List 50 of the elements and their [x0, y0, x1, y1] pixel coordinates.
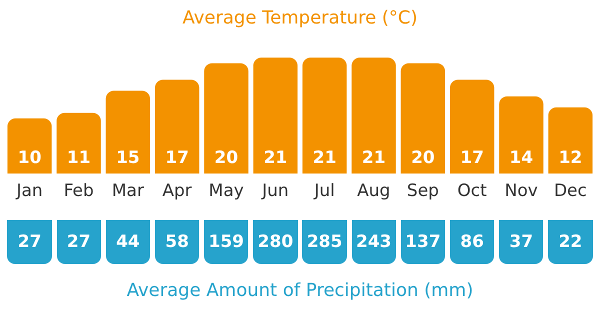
x-tick-label: Dec — [554, 181, 587, 202]
data-label: 285 — [302, 220, 347, 264]
data-label: 21 — [362, 148, 386, 168]
x-tick-label: Jul — [313, 181, 335, 202]
data-label: 17 — [460, 148, 484, 168]
data-label: 22 — [548, 220, 593, 264]
data-label: 37 — [499, 220, 544, 264]
bar — [548, 107, 593, 174]
bar — [204, 63, 248, 174]
data-label: 280 — [253, 220, 298, 264]
text: Average Amount of Precipitation (mm) — [126, 280, 474, 301]
bar — [253, 58, 298, 174]
data-label: 20 — [214, 148, 238, 168]
data-label: 21 — [264, 148, 288, 168]
data-label: 44 — [106, 220, 150, 264]
x-tick-label: Nov — [504, 181, 538, 202]
bar — [400, 63, 446, 174]
data-label: 243 — [352, 220, 396, 264]
x-tick-label: May — [208, 181, 244, 202]
x-tick-label: Jun — [261, 181, 289, 202]
bar — [106, 90, 150, 174]
bar — [56, 112, 101, 174]
x-tick-label: Mar — [112, 181, 144, 202]
x-tick-label: Feb — [64, 181, 94, 202]
data-label: 11 — [66, 148, 91, 168]
x-tick-label: Sep — [406, 181, 439, 202]
bar — [154, 80, 200, 174]
x-tick-label: Jan — [15, 181, 43, 202]
data-label: 27 — [7, 220, 52, 264]
data-label: 12 — [558, 148, 582, 168]
data-label: 20 — [411, 148, 435, 168]
bar — [302, 58, 347, 174]
bar — [499, 96, 544, 174]
data-label: 15 — [116, 148, 140, 168]
data-label: 86 — [450, 220, 494, 264]
x-tick-label: Oct — [457, 181, 488, 202]
bar — [352, 58, 396, 174]
data-label: 159 — [204, 220, 248, 264]
x-tick-label: Aug — [357, 181, 390, 202]
data-label: 17 — [165, 148, 189, 168]
data-label: 58 — [154, 220, 200, 264]
data-label: 27 — [56, 220, 101, 264]
x-tick-label: Apr — [162, 181, 192, 202]
bar — [450, 80, 494, 174]
chart-title: Average Temperature (°C) — [182, 7, 418, 28]
data-label: 10 — [18, 148, 42, 168]
bar — [7, 118, 52, 174]
data-label: 14 — [509, 148, 534, 168]
data-label: 137 — [400, 220, 446, 264]
data-label: 21 — [312, 148, 336, 168]
